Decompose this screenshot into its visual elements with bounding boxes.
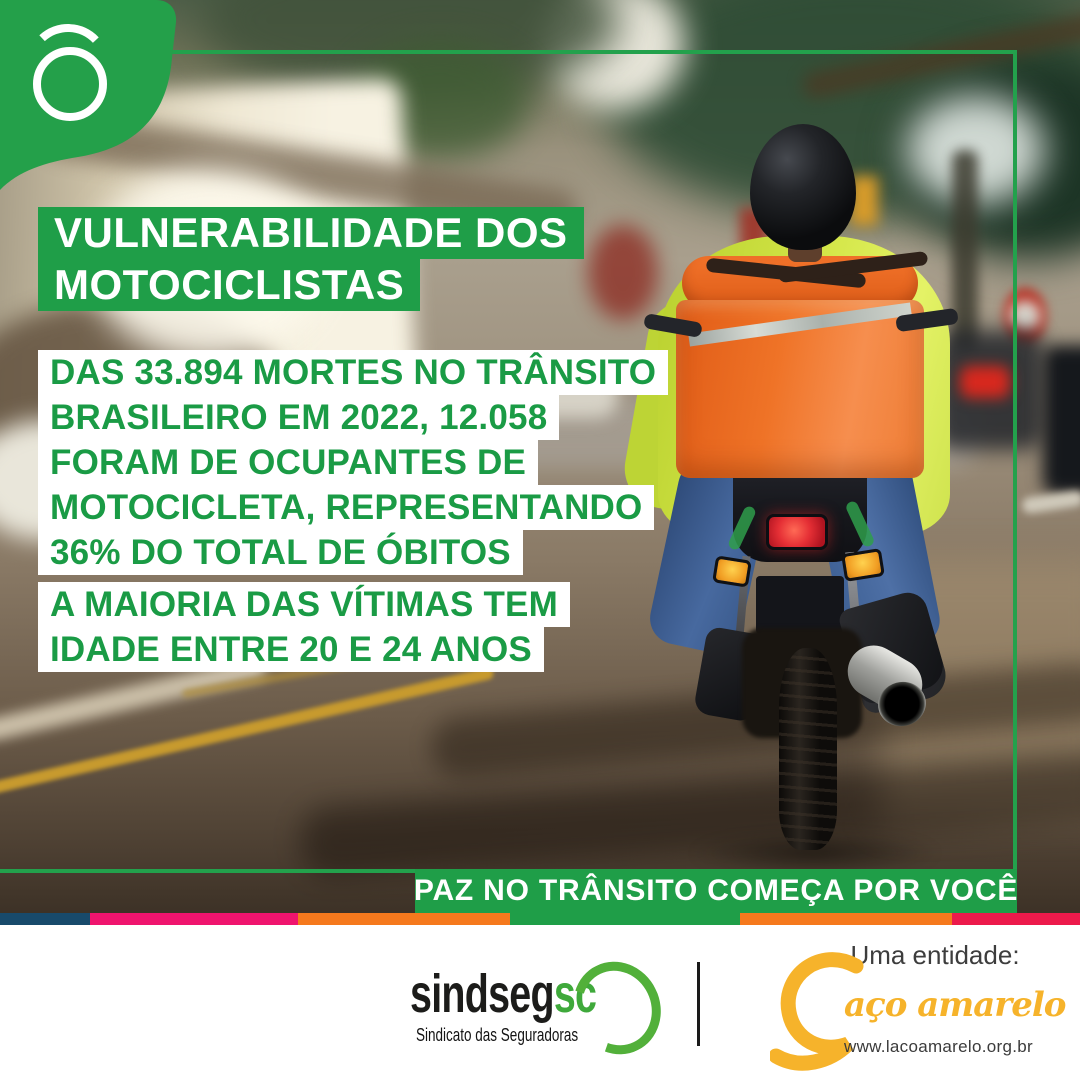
color-stripe <box>0 913 1080 925</box>
moto-turn-signal-left <box>712 555 752 588</box>
slogan-banner: PAZ NO TRÂNSITO COMEÇA POR VOCÊ <box>413 869 1019 913</box>
moto-rear-tire <box>779 648 837 850</box>
stats-line: MOTOCICLETA, REPRESENTANDO <box>38 485 655 530</box>
frame-line-bottom-left <box>0 869 415 873</box>
stats-block: DAS 33.894 MORTES NO TRÂNSITO BRASILEIRO… <box>38 350 669 575</box>
frame-line-top <box>170 50 1017 54</box>
entity-label: Uma entidade: <box>850 940 1020 970</box>
age-line: A MAIORIA DAS VÍTIMAS TEM <box>38 582 570 627</box>
slogan-text: PAZ NO TRÂNSITO COMEÇA POR VOCÊ <box>413 874 1019 907</box>
stats-line: FORAM DE OCUPANTES DE <box>38 440 539 485</box>
sindseg-logo: sindsegsc <box>410 963 597 1025</box>
moto-tail-light <box>766 514 828 550</box>
rider-helmet <box>750 124 856 250</box>
headline-line: MOTOCICLISTAS <box>38 259 421 311</box>
headline-line: VULNERABILIDADE DOS <box>38 207 584 259</box>
age-block: A MAIORIA DAS VÍTIMAS TEM IDADE ENTRE 20… <box>38 582 570 672</box>
photo-red-sign <box>588 225 658 320</box>
footer-divider <box>697 962 700 1046</box>
photo-curb-marking <box>1021 489 1080 515</box>
headline: VULNERABILIDADE DOS MOTOCICLISTAS <box>38 207 584 311</box>
age-line: IDADE ENTRE 20 E 24 ANOS <box>38 627 544 672</box>
stripe-segment <box>510 913 740 925</box>
stripe-segment <box>298 913 510 925</box>
footer: sindsegsc Sindicato das Seguradoras Uma … <box>0 925 1080 1080</box>
photo-brake-light <box>960 366 1010 398</box>
stripe-segment <box>0 913 90 925</box>
stats-line: BRASILEIRO EM 2022, 12.058 <box>38 395 560 440</box>
stats-line: DAS 33.894 MORTES NO TRÂNSITO <box>38 350 669 395</box>
stripe-segment <box>740 913 952 925</box>
sindseg-logo-black: sindseg <box>410 964 555 1024</box>
stripe-segment <box>90 913 298 925</box>
lacoamarelo-url: www.lacoamarelo.org.br <box>844 1037 1033 1056</box>
photo-parked-car <box>1043 345 1080 495</box>
stats-line: 36% DO TOTAL DE ÓBITOS <box>38 530 523 575</box>
yellow-ribbon-icon <box>770 952 864 1071</box>
photo-tree-shadow <box>298 751 1080 879</box>
stripe-segment <box>952 913 1080 925</box>
lacoamarelo-logo-text: aço amarelo <box>844 985 1066 1025</box>
sindseg-logo-sc: sc <box>553 964 597 1024</box>
brand-logo <box>0 0 185 200</box>
logo-ring-icon <box>33 47 107 121</box>
frame-line-right <box>1013 50 1017 869</box>
moto-plate-area <box>756 576 844 634</box>
sindseg-tagline: Sindicato das Seguradoras <box>416 1025 579 1045</box>
